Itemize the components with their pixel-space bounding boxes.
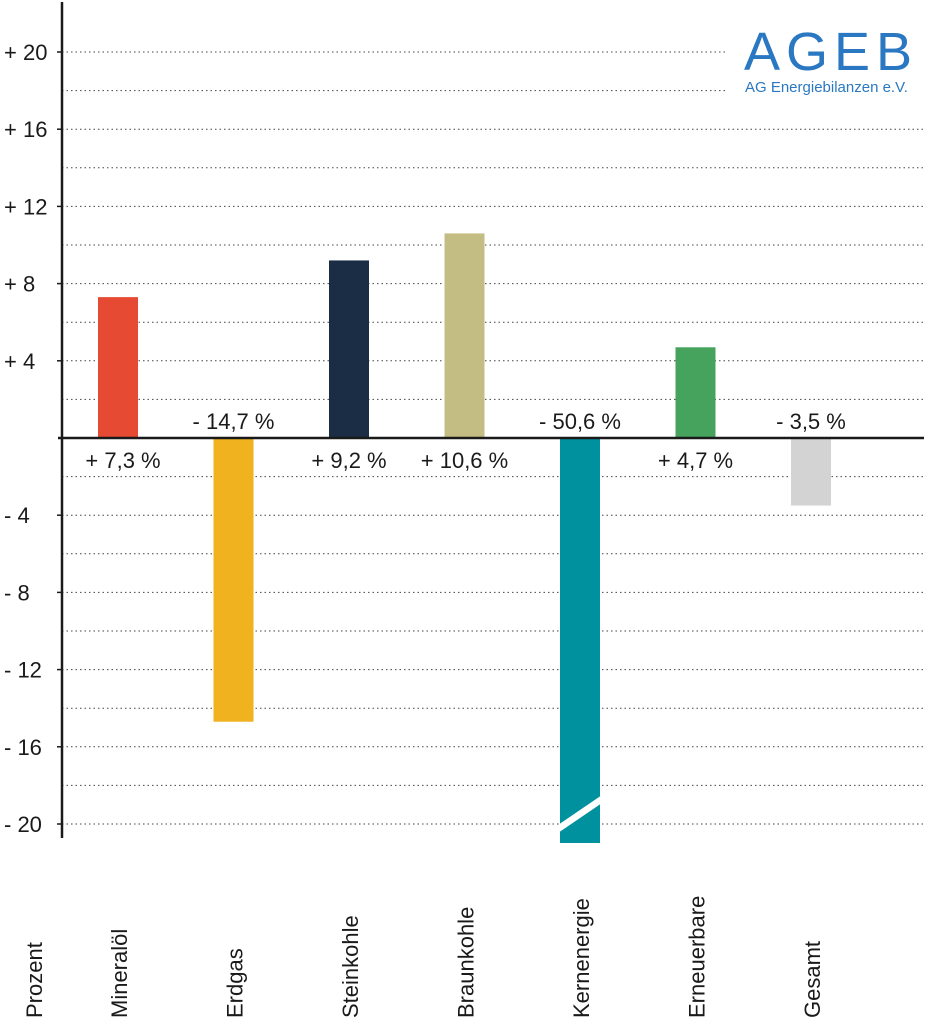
bar-erdgas xyxy=(213,438,254,722)
y-tick-label: - 8 xyxy=(4,580,30,605)
category-label: Erdgas xyxy=(223,948,248,1018)
value-label: + 4,7 % xyxy=(658,448,733,473)
bars xyxy=(98,233,831,843)
value-label: + 9,2 % xyxy=(311,448,386,473)
y-tick-label: - 4 xyxy=(4,503,30,528)
value-label: + 10,6 % xyxy=(421,448,508,473)
y-axis-label: Prozent xyxy=(22,942,47,1018)
y-tick-label: - 12 xyxy=(4,658,42,683)
logo-title: AGEB xyxy=(744,22,918,82)
y-tick-labels: + 20 + 16 + 12 + 8 + 4 - 4 - 8 - 12 - 16 - 20 xyxy=(4,40,47,837)
value-label: - 14,7 % xyxy=(193,409,275,434)
data-labels: + 7,3 % - 14,7 % + 9,2 % + 10,6 % - 50,6 % + … xyxy=(85,409,845,473)
grid-lines xyxy=(62,51,924,825)
y-tick-label: - 20 xyxy=(4,812,42,837)
bar-steinkohle xyxy=(329,260,369,438)
category-label: Kernenergie xyxy=(569,898,594,1018)
y-tick-label: + 16 xyxy=(4,117,47,142)
y-tick-label: + 12 xyxy=(4,194,47,219)
y-tick-label: - 16 xyxy=(4,735,42,760)
bar-erneuerbare xyxy=(675,347,716,438)
category-label: Mineralöl xyxy=(107,929,132,1018)
category-label: Gesamt xyxy=(800,941,825,1018)
bar-braunkohle xyxy=(444,233,485,438)
bar-gesamt xyxy=(791,438,831,506)
y-tick-label: + 8 xyxy=(4,272,35,297)
bar-break-mark xyxy=(558,795,602,833)
logo-subtitle: AG Energiebilanzen e.V. xyxy=(745,79,908,96)
bar-mineralöl xyxy=(98,297,138,438)
value-label: + 7,3 % xyxy=(85,448,160,473)
category-label: Braunkohle xyxy=(454,907,479,1018)
value-label: - 3,5 % xyxy=(776,409,846,434)
category-label: Steinkohle xyxy=(338,915,363,1018)
value-label: - 50,6 % xyxy=(539,409,621,434)
category-labels: Prozent Mineralöl Erdgas Steinkohle Braunko… xyxy=(22,896,825,1018)
y-tick-label: + 20 xyxy=(4,40,47,65)
axes xyxy=(57,2,924,838)
y-tick-label: + 4 xyxy=(4,349,35,374)
category-label: Erneuerbare xyxy=(685,896,710,1018)
ageb-logo: AGEB AG Energiebilanzen e.V. xyxy=(744,22,918,96)
bar-kernenergie xyxy=(560,438,600,843)
